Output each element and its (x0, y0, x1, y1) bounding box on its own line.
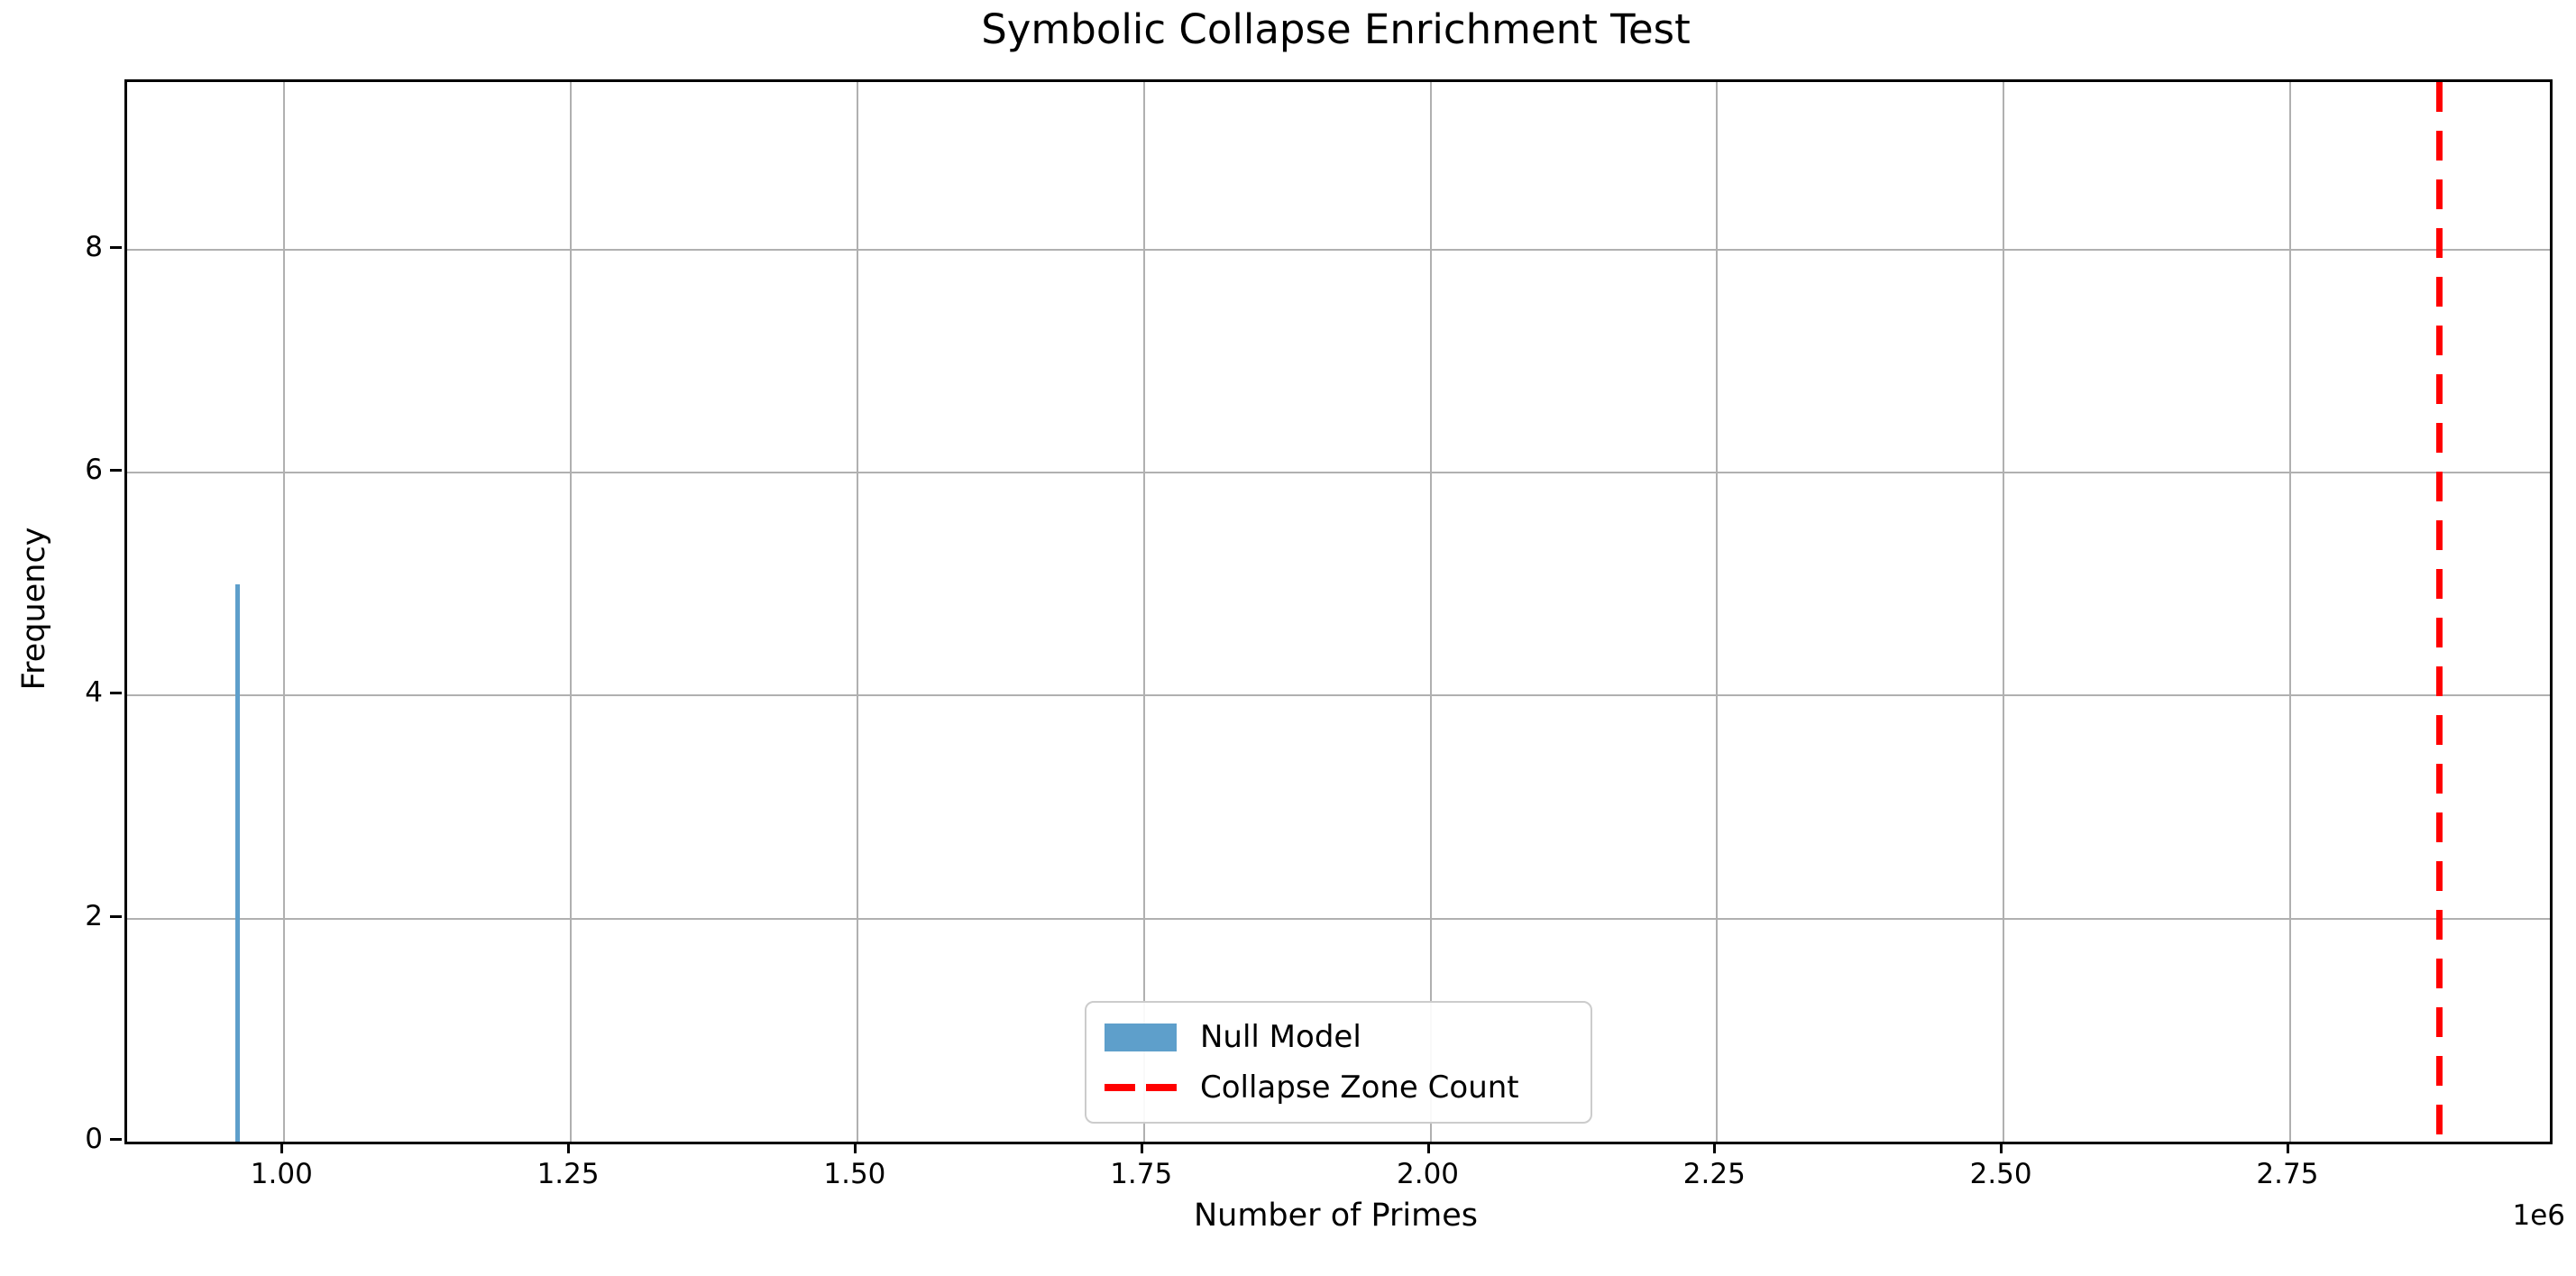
y-tick-mark (110, 245, 122, 249)
y-axis-label: Frequency (16, 527, 52, 691)
x-tick-label: 1.75 (1110, 1158, 1173, 1190)
gridline-horizontal (127, 917, 2550, 920)
histogram-bar (234, 583, 240, 1142)
y-tick-mark (110, 1138, 122, 1141)
null-model-swatch-icon (1105, 1023, 1177, 1051)
x-tick-mark (853, 1142, 857, 1153)
gridline-horizontal (127, 471, 2550, 473)
x-tick-label: 2.50 (1969, 1158, 2032, 1190)
dashed-line-swatch-icon (1105, 1084, 1177, 1091)
x-tick-mark (2286, 1142, 2289, 1153)
legend-row-null-model: Null Model (1105, 1022, 1572, 1052)
x-tick-mark (1713, 1142, 1717, 1153)
legend: Null Model Collapse Zone Count (1085, 1001, 1592, 1124)
legend-label: Null Model (1200, 1019, 1361, 1055)
x-tick-mark (280, 1142, 284, 1153)
x-tick-label: 2.75 (2256, 1158, 2319, 1190)
x-tick-mark (1426, 1142, 1430, 1153)
y-tick-mark (110, 692, 122, 695)
y-tick-label: 8 (85, 230, 103, 263)
gridline-vertical (283, 82, 286, 1142)
x-axis-label: Number of Primes (1193, 1198, 1479, 1234)
y-tick-label: 6 (85, 453, 103, 486)
x-axis-offset-label: 1e6 (2512, 1199, 2565, 1232)
gridline-vertical (570, 82, 573, 1142)
y-tick-mark (110, 468, 122, 472)
plot-area (124, 79, 2553, 1144)
y-tick-label: 0 (85, 1123, 103, 1155)
legend-row-collapse-zone: Collapse Zone Count (1105, 1072, 1572, 1103)
y-tick-label: 2 (85, 899, 103, 932)
x-tick-label: 1.50 (823, 1158, 886, 1190)
gridline-vertical (2003, 82, 2005, 1142)
x-tick-label: 1.25 (536, 1158, 600, 1190)
x-tick-label: 1.00 (250, 1158, 313, 1190)
y-tick-label: 4 (85, 676, 103, 710)
gridline-horizontal (127, 248, 2550, 251)
gridline-vertical (1429, 82, 1432, 1142)
gridline-vertical (1142, 82, 1145, 1142)
y-tick-mark (110, 914, 122, 918)
collapse-zone-vline (2435, 82, 2443, 1142)
x-tick-label: 2.25 (1682, 1158, 1746, 1190)
gridline-vertical (2288, 82, 2291, 1142)
gridline-vertical (856, 82, 858, 1142)
x-tick-mark (567, 1142, 571, 1153)
x-tick-mark (2000, 1142, 2003, 1153)
x-tick-label: 2.00 (1397, 1158, 1460, 1190)
chart-title: Symbolic Collapse Enrichment Test (981, 5, 1691, 53)
legend-label: Collapse Zone Count (1200, 1069, 1519, 1106)
gridline-horizontal (127, 694, 2550, 697)
x-tick-mark (1140, 1142, 1143, 1153)
gridline-vertical (1716, 82, 1719, 1142)
